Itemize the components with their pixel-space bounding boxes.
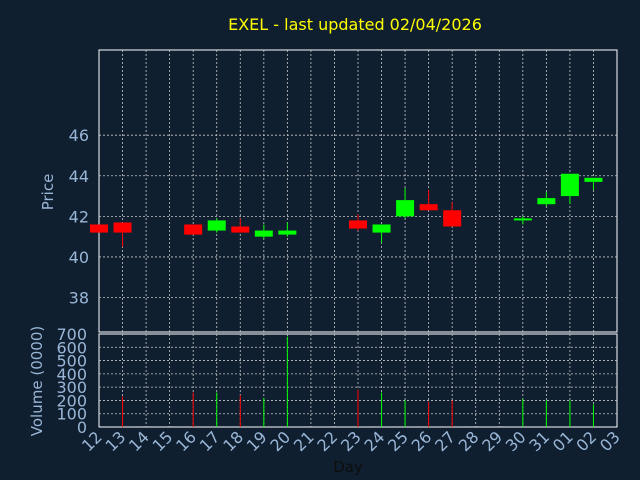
candle-body (207, 220, 226, 231)
candle-body (419, 204, 438, 211)
price-axis-label: Price (39, 174, 57, 211)
x-tick-label: 03 (596, 427, 624, 455)
price-tick-label: 42 (69, 207, 89, 226)
volume-tick-label: 100 (56, 405, 87, 424)
volume-tick-label: 0 (77, 418, 87, 437)
chart-title: EXEL - last updated 02/04/2026 (228, 15, 482, 34)
candle-body (349, 220, 367, 229)
candle-body (584, 177, 603, 182)
price-tick-label: 46 (69, 126, 89, 145)
candle-body (184, 224, 203, 235)
volume-tick-label: 500 (56, 352, 87, 371)
candle-body (278, 230, 297, 235)
candle-body (113, 222, 132, 233)
price-tick-label: 44 (69, 167, 89, 186)
candle-body (560, 173, 579, 197)
price-tick-label: 40 (69, 248, 89, 267)
candle-body (396, 200, 415, 217)
volume-tick-label: 700 (56, 325, 87, 344)
candle-body (513, 218, 532, 221)
candle-body (372, 224, 391, 233)
volume-tick-label: 300 (56, 378, 87, 397)
volume-tick-label: 600 (56, 338, 87, 357)
price-tick-label: 38 (69, 289, 89, 308)
x-axis-label: Day (333, 458, 363, 476)
x-axis: 1213141516171819202122232425262728293031… (78, 427, 624, 455)
price-panel: 38 40 42 44 46 (69, 49, 618, 333)
volume-tick-label: 200 (56, 391, 87, 410)
volume-axis-label: Volume (0000) (28, 326, 46, 436)
volume-tick-label: 400 (56, 365, 87, 384)
candle-body (254, 230, 273, 237)
candle-body (443, 210, 462, 227)
candle-body (537, 198, 556, 205)
candle-body (90, 224, 108, 233)
candle-body (231, 226, 250, 233)
